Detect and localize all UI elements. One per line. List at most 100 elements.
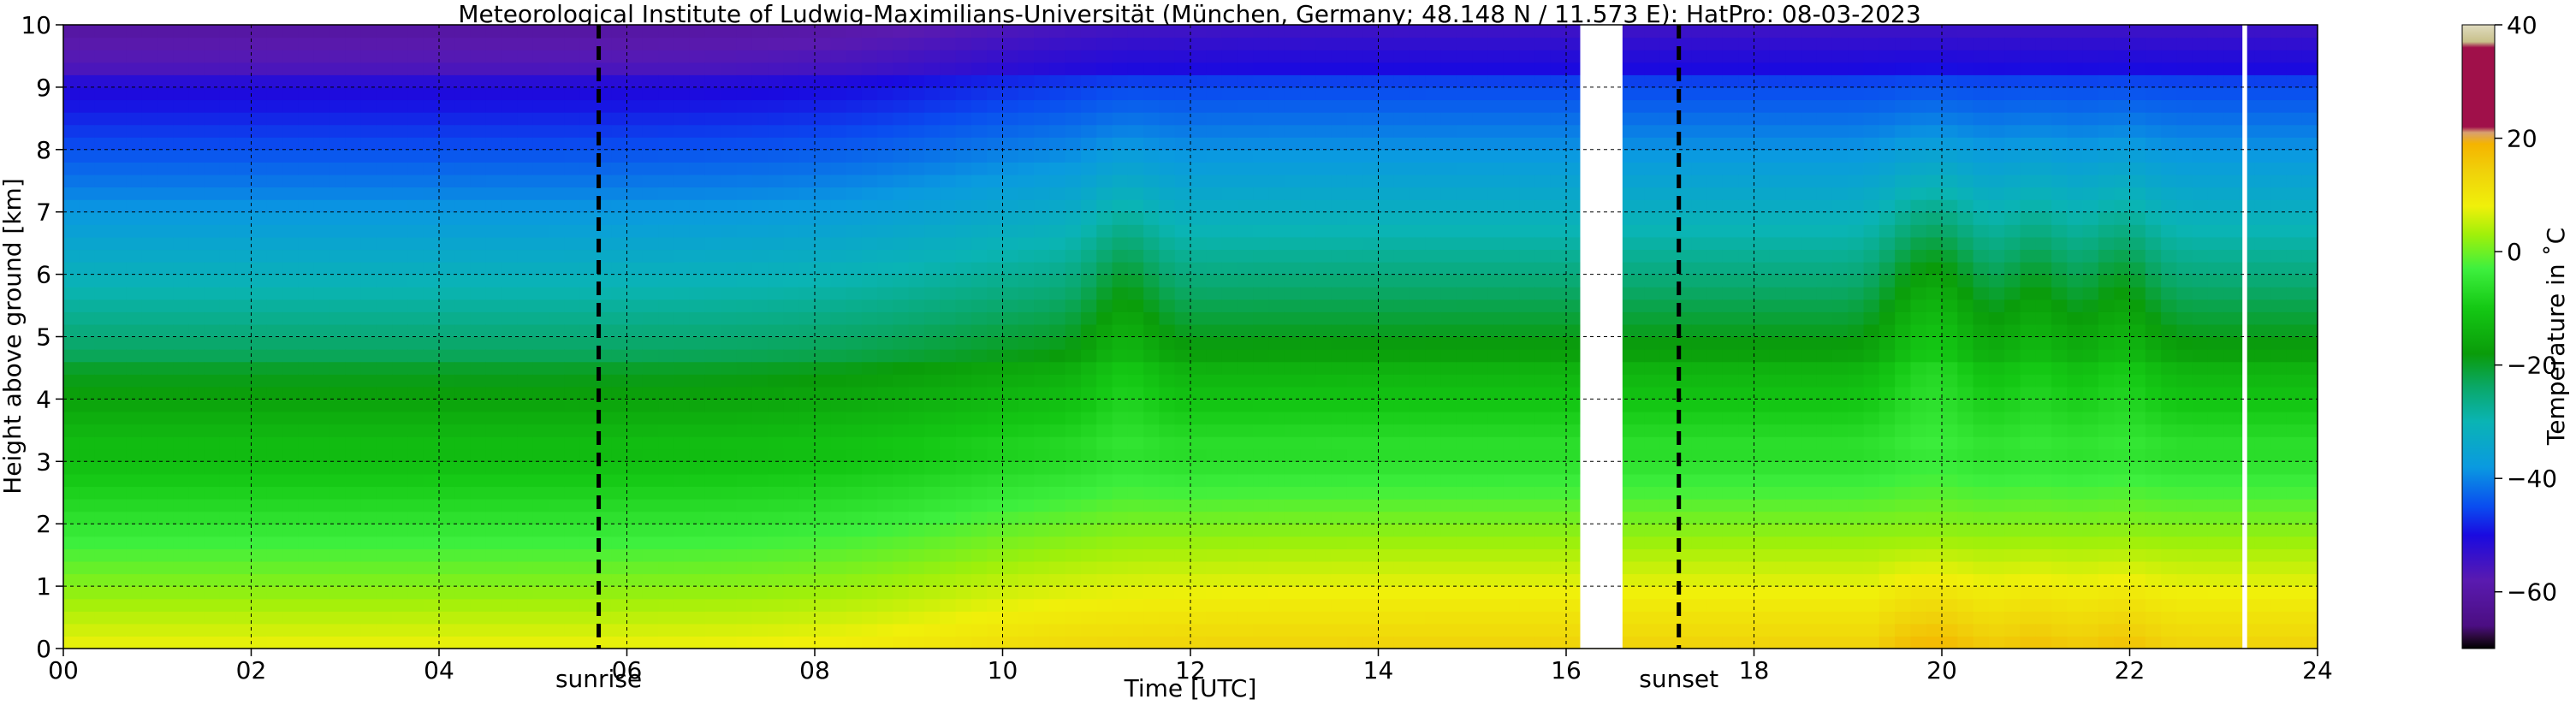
heatmap-cell: [1112, 86, 1129, 101]
heatmap-cell: [1237, 311, 1254, 325]
heatmap-cell: [282, 274, 299, 287]
heatmap-cell: [454, 62, 472, 75]
heatmap-cell: [1112, 323, 1129, 338]
heatmap-cell: [1362, 124, 1380, 138]
heatmap-cell: [1472, 323, 1489, 338]
heatmap-cell: [1143, 424, 1160, 437]
heatmap-cell: [63, 560, 80, 575]
heatmap-cell: [173, 548, 189, 562]
heatmap-cell: [219, 274, 236, 287]
heatmap-cell: [674, 174, 691, 188]
heatmap-cell: [1049, 211, 1066, 225]
heatmap-cell: [1440, 99, 1457, 113]
heatmap-cell: [532, 211, 549, 225]
heatmap-cell: [549, 461, 565, 475]
heatmap-cell: [1425, 411, 1442, 425]
heatmap-cell: [955, 524, 972, 537]
heatmap-cell: [1534, 636, 1552, 649]
heatmap-cell: [470, 560, 487, 575]
heatmap-cell: [345, 50, 362, 63]
heatmap-cell: [298, 623, 315, 637]
heatmap-cell: [1284, 236, 1301, 251]
heatmap-cell: [987, 499, 1004, 512]
heatmap-cell: [1143, 473, 1160, 488]
heatmap-cell: [924, 499, 941, 512]
heatmap-cell: [940, 499, 957, 512]
heatmap-cell: [1127, 573, 1144, 587]
heatmap-cell: [1300, 137, 1316, 151]
heatmap-cell: [987, 149, 1004, 163]
heatmap-cell: [485, 224, 502, 238]
heatmap-cell: [360, 86, 377, 101]
heatmap-cell: [861, 486, 878, 500]
heatmap-cell: [1472, 623, 1489, 637]
heatmap-cell: [485, 137, 502, 151]
heatmap-cell: [704, 311, 721, 325]
heatmap-cell: [1268, 162, 1285, 175]
heatmap-cell: [173, 149, 189, 163]
heatmap-cell: [63, 50, 80, 63]
heatmap-cell: [1566, 74, 1582, 88]
heatmap-cell: [1237, 486, 1254, 500]
heatmap-cell: [1534, 149, 1552, 163]
heatmap-cell: [830, 50, 847, 63]
heatmap-cell: [266, 162, 283, 175]
heatmap-cell: [1174, 386, 1191, 400]
heatmap-cell: [502, 162, 519, 175]
heatmap-cell: [1002, 37, 1019, 50]
heatmap-cell: [736, 374, 753, 388]
heatmap-cell: [1268, 598, 1285, 612]
heatmap-cell: [549, 274, 565, 287]
heatmap-cell: [1174, 323, 1191, 338]
heatmap-cell: [1002, 99, 1019, 113]
heatmap-cell: [626, 187, 644, 200]
heatmap-cell: [768, 586, 785, 600]
heatmap-cell: [79, 287, 96, 300]
heatmap-cell: [1487, 174, 1505, 188]
heatmap-cell: [141, 611, 158, 625]
heatmap-cell: [893, 211, 910, 225]
heatmap-cell: [110, 548, 127, 562]
heatmap-cell: [987, 99, 1004, 113]
heatmap-cell: [282, 399, 299, 412]
heatmap-cell: [251, 86, 268, 101]
heatmap-cell: [1534, 311, 1552, 325]
heatmap-cell: [721, 323, 738, 338]
heatmap-cell: [861, 448, 878, 462]
heatmap-cell: [313, 50, 330, 63]
heatmap-cell: [1566, 336, 1582, 350]
heatmap-cell: [658, 74, 674, 88]
heatmap-cell: [721, 486, 738, 500]
heatmap-cell: [846, 524, 863, 537]
heatmap-cell: [549, 436, 565, 450]
heatmap-cell: [1410, 411, 1426, 425]
heatmap-cell: [783, 636, 800, 649]
heatmap-cell: [298, 448, 315, 462]
heatmap-cell: [345, 311, 362, 325]
heatmap-cell: [470, 99, 487, 113]
heatmap-cell: [1566, 50, 1582, 63]
heatmap-cell: [1550, 50, 1567, 63]
heatmap-cell: [751, 623, 769, 637]
heatmap-cell: [1221, 524, 1238, 537]
heatmap-cell: [830, 636, 847, 649]
heatmap-cell: [830, 174, 847, 188]
heatmap-cell: [126, 411, 143, 425]
heatmap-cell: [815, 199, 831, 213]
heatmap-cell: [532, 361, 549, 375]
heatmap-cell: [502, 287, 519, 300]
heatmap-cell: [564, 25, 581, 39]
heatmap-cell: [110, 274, 127, 287]
heatmap-cell: [282, 524, 299, 537]
heatmap-cell: [1143, 586, 1160, 600]
heatmap-cell: [251, 262, 268, 275]
heatmap-cell: [1300, 399, 1316, 412]
heatmap-cell: [940, 262, 957, 275]
heatmap-cell: [1534, 573, 1552, 587]
heatmap-cell: [798, 74, 816, 88]
heatmap-cell: [1425, 311, 1442, 325]
heatmap-cell: [1550, 86, 1567, 101]
heatmap-cell: [1410, 511, 1426, 524]
heatmap-cell: [1206, 374, 1223, 388]
heatmap-cell: [1159, 86, 1176, 101]
